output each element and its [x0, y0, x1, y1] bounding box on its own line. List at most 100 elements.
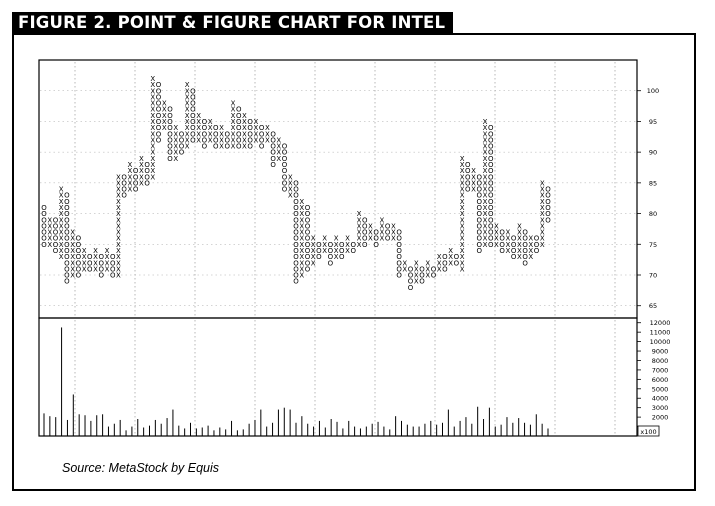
o-mark: O: [167, 149, 173, 157]
o-mark: O: [156, 106, 162, 114]
x-mark: X: [59, 247, 64, 255]
x-mark: X: [185, 130, 190, 138]
x-mark: X: [528, 247, 533, 255]
x-mark: X: [116, 229, 121, 237]
x-mark: X: [460, 173, 465, 181]
x-mark: X: [288, 179, 293, 187]
chart-frame: [12, 33, 696, 491]
x-mark: X: [299, 241, 304, 249]
x-mark: X: [448, 247, 453, 255]
x-mark: X: [70, 259, 75, 267]
o-mark: O: [465, 179, 471, 187]
x-mark: X: [196, 118, 201, 126]
o-mark: O: [190, 136, 196, 144]
o-mark: O: [247, 143, 253, 151]
volume-panel-border: [38, 317, 638, 437]
x-mark: X: [47, 241, 52, 249]
o-mark: O: [488, 149, 494, 157]
x-mark: X: [506, 247, 511, 255]
x-mark: X: [150, 124, 155, 132]
x-mark: X: [173, 124, 178, 132]
x-mark: X: [380, 229, 385, 237]
x-mark: X: [116, 192, 121, 200]
x-mark: X: [196, 136, 201, 144]
volume-tick-label: 4000: [652, 395, 669, 403]
x-mark: X: [82, 253, 87, 261]
o-mark: O: [190, 124, 196, 132]
x-mark: X: [185, 93, 190, 101]
o-mark: O: [499, 229, 505, 237]
o-mark: O: [179, 130, 185, 138]
o-mark: O: [396, 229, 402, 237]
x-mark: X: [185, 106, 190, 114]
x-mark: X: [59, 186, 64, 194]
o-mark: O: [488, 216, 494, 224]
o-mark: O: [488, 198, 494, 206]
x-mark: X: [70, 265, 75, 273]
x-mark: X: [59, 241, 64, 249]
o-mark: O: [316, 253, 322, 261]
x-mark: X: [196, 130, 201, 138]
o-mark: O: [236, 118, 242, 126]
o-mark: O: [488, 124, 494, 132]
price-tick-label: 70: [649, 272, 657, 280]
x-mark: X: [483, 143, 488, 151]
o-mark: O: [545, 216, 551, 224]
x-mark: X: [208, 124, 213, 132]
x-mark: X: [528, 235, 533, 243]
o-mark: O: [408, 265, 414, 273]
o-mark: O: [64, 210, 70, 218]
x-mark: X: [208, 136, 213, 144]
x-mark: X: [483, 222, 488, 230]
x-mark: X: [506, 235, 511, 243]
o-mark: O: [488, 235, 494, 243]
x-mark: X: [231, 112, 236, 120]
x-mark: X: [150, 100, 155, 108]
x-mark: X: [483, 149, 488, 157]
o-mark: O: [305, 247, 311, 255]
o-mark: O: [167, 124, 173, 132]
x-mark: X: [150, 173, 155, 181]
o-mark: O: [477, 247, 483, 255]
x-mark: X: [414, 265, 419, 273]
o-mark: O: [190, 100, 196, 108]
x-mark: X: [506, 229, 511, 237]
o-mark: O: [270, 130, 276, 138]
x-mark: X: [265, 136, 270, 144]
o-mark: O: [477, 216, 483, 224]
o-mark: O: [133, 167, 139, 175]
x-mark: X: [254, 136, 259, 144]
x-mark: X: [448, 253, 453, 261]
o-mark: O: [41, 216, 47, 224]
x-mark: X: [116, 241, 121, 249]
o-mark: O: [156, 112, 162, 120]
x-mark: X: [162, 100, 167, 108]
x-mark: X: [334, 253, 339, 261]
x-mark: X: [150, 149, 155, 157]
x-mark: X: [437, 253, 442, 261]
x-mark: X: [150, 143, 155, 151]
o-mark: O: [282, 143, 288, 151]
x-mark: X: [70, 235, 75, 243]
x-mark: X: [380, 216, 385, 224]
o-mark: O: [76, 241, 82, 249]
x-mark: X: [460, 179, 465, 187]
x-mark: X: [59, 210, 64, 218]
o-mark: O: [396, 247, 402, 255]
x-mark: X: [231, 136, 236, 144]
volume-tick-label: 3000: [652, 404, 669, 412]
o-mark: O: [110, 272, 116, 280]
o-mark: O: [190, 87, 196, 95]
x-mark: X: [311, 259, 316, 267]
o-mark: O: [99, 259, 105, 267]
x-mark: X: [116, 235, 121, 243]
o-mark: O: [442, 259, 448, 267]
o-mark: O: [477, 222, 483, 230]
o-mark: O: [522, 253, 528, 261]
o-mark: O: [477, 210, 483, 218]
o-mark: O: [53, 247, 59, 255]
x-mark: X: [208, 130, 213, 138]
x-mark: X: [139, 155, 144, 163]
x-mark: X: [47, 222, 52, 230]
